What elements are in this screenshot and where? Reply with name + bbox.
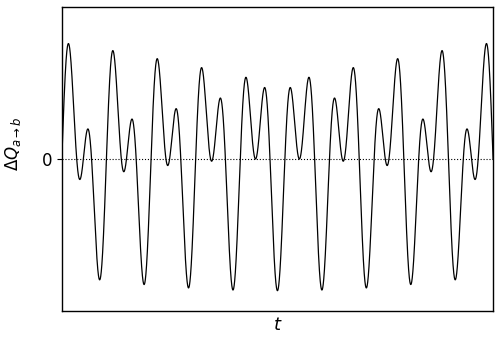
Y-axis label: $\Delta Q_{a\rightarrow b}$: $\Delta Q_{a\rightarrow b}$	[3, 116, 23, 171]
X-axis label: $t$: $t$	[272, 316, 282, 334]
